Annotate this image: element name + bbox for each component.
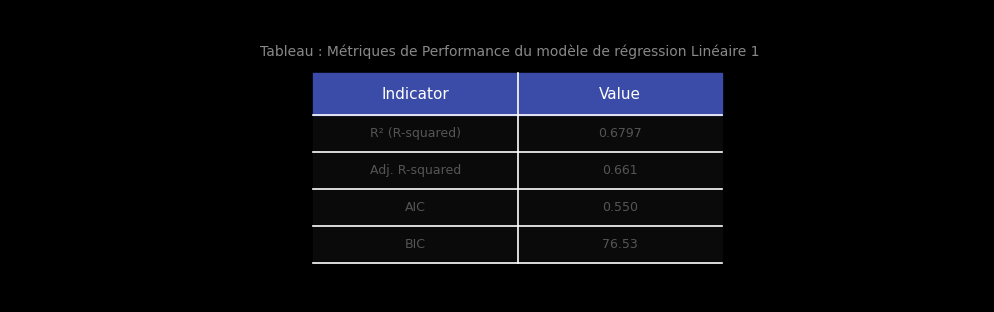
Text: Tableau : Métriques de Performance du modèle de régression Linéaire 1: Tableau : Métriques de Performance du mo…: [259, 45, 759, 59]
Text: Value: Value: [598, 87, 640, 102]
Text: 0.6797: 0.6797: [597, 127, 641, 140]
Text: BIC: BIC: [405, 238, 425, 251]
Text: Adj. R-squared: Adj. R-squared: [370, 164, 460, 177]
Text: R² (R-squared): R² (R-squared): [370, 127, 460, 140]
Text: Indicator: Indicator: [382, 87, 449, 102]
Text: 0.661: 0.661: [601, 164, 637, 177]
Text: 0.550: 0.550: [601, 201, 637, 214]
Text: AIC: AIC: [405, 201, 425, 214]
Text: 76.53: 76.53: [601, 238, 637, 251]
